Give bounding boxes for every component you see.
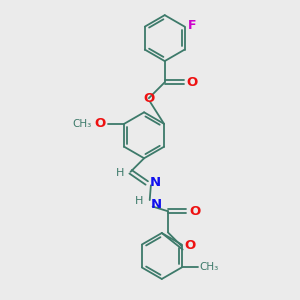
Text: F: F <box>188 19 196 32</box>
Text: O: O <box>94 117 106 130</box>
Text: CH₃: CH₃ <box>73 119 92 129</box>
Text: O: O <box>187 76 198 89</box>
Text: N: N <box>150 198 161 211</box>
Text: O: O <box>184 239 196 253</box>
Text: O: O <box>143 92 154 105</box>
Text: H: H <box>135 196 143 206</box>
Text: N: N <box>150 176 161 189</box>
Text: CH₃: CH₃ <box>199 262 219 272</box>
Text: H: H <box>116 168 124 178</box>
Text: O: O <box>189 205 200 218</box>
